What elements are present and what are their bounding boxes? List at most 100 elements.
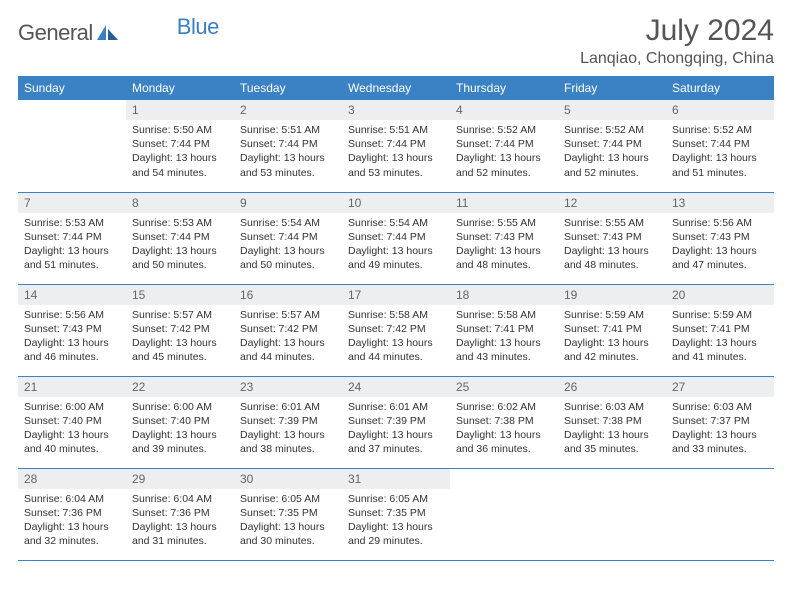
day-number: 31	[342, 469, 450, 489]
location-text: Lanqiao, Chongqing, China	[580, 50, 774, 68]
day-details: Sunrise: 5:59 AMSunset: 7:41 PMDaylight:…	[666, 305, 774, 369]
title-block: July 2024 Lanqiao, Chongqing, China	[580, 14, 774, 68]
sunset-line: Sunset: 7:44 PM	[672, 137, 768, 151]
calendar-cell: 31 Sunrise: 6:05 AMSunset: 7:35 PMDayligh…	[342, 468, 450, 560]
daylight-line: Daylight: 13 hours and 30 minutes.	[240, 520, 336, 548]
day-number: 13	[666, 193, 774, 213]
sails-icon	[97, 23, 119, 44]
daylight-line: Daylight: 13 hours and 43 minutes.	[456, 336, 552, 364]
day-number: 27	[666, 377, 774, 397]
calendar-cell: 25Sunrise: 6:02 AMSunset: 7:38 PMDayligh…	[450, 376, 558, 468]
day-details: Sunrise: 5:59 AMSunset: 7:41 PMDaylight:…	[558, 305, 666, 369]
day-number: 24	[342, 377, 450, 397]
day-details: Sunrise: 6:04 AMSunset: 7:36 PMDaylight:…	[126, 489, 234, 553]
sunset-line: Sunset: 7:44 PM	[240, 230, 336, 244]
day-number: 7	[18, 193, 126, 213]
day-number: 2	[234, 100, 342, 120]
sunrise-line: Sunrise: 6:05 AM	[348, 492, 444, 506]
daylight-line: Daylight: 13 hours and 46 minutes.	[24, 336, 120, 364]
calendar-body: 1Sunrise: 5:50 AMSunset: 7:44 PMDaylight…	[18, 100, 774, 560]
daylight-line: Daylight: 13 hours and 29 minutes.	[348, 520, 444, 548]
sunrise-line: Sunrise: 6:02 AM	[456, 400, 552, 414]
weekday-header: Tuesday	[234, 76, 342, 100]
daylight-line: Daylight: 13 hours and 37 minutes.	[348, 428, 444, 456]
day-number: 14	[18, 285, 126, 305]
sunset-line: Sunset: 7:35 PM	[348, 506, 444, 520]
sunset-line: Sunset: 7:41 PM	[456, 322, 552, 336]
day-details: Sunrise: 5:58 AMSunset: 7:41 PMDaylight:…	[450, 305, 558, 369]
brand-text-general: General	[18, 20, 93, 46]
weekday-header: Wednesday	[342, 76, 450, 100]
sunset-line: Sunset: 7:35 PM	[240, 506, 336, 520]
daylight-line: Daylight: 13 hours and 42 minutes.	[564, 336, 660, 364]
day-number: 12	[558, 193, 666, 213]
calendar-cell: 21Sunrise: 6:00 AMSunset: 7:40 PMDayligh…	[18, 376, 126, 468]
sunset-line: Sunset: 7:44 PM	[24, 230, 120, 244]
sunrise-line: Sunrise: 6:05 AM	[240, 492, 336, 506]
calendar-cell: 11Sunrise: 5:55 AMSunset: 7:43 PMDayligh…	[450, 192, 558, 284]
day-details: Sunrise: 5:56 AMSunset: 7:43 PMDaylight:…	[666, 213, 774, 277]
header: General Blue July 2024 Lanqiao, Chongqin…	[18, 14, 774, 68]
day-number: 8	[126, 193, 234, 213]
day-details: Sunrise: 5:56 AMSunset: 7:43 PMDaylight:…	[18, 305, 126, 369]
weekday-header: Saturday	[666, 76, 774, 100]
calendar-cell: 9Sunrise: 5:54 AMSunset: 7:44 PMDaylight…	[234, 192, 342, 284]
sunrise-line: Sunrise: 5:54 AM	[240, 216, 336, 230]
sunrise-line: Sunrise: 6:04 AM	[24, 492, 120, 506]
sunset-line: Sunset: 7:44 PM	[132, 137, 228, 151]
sunrise-line: Sunrise: 5:53 AM	[132, 216, 228, 230]
calendar-cell: 4Sunrise: 5:52 AMSunset: 7:44 PMDaylight…	[450, 100, 558, 192]
calendar-cell: 12Sunrise: 5:55 AMSunset: 7:43 PMDayligh…	[558, 192, 666, 284]
calendar-cell: 2Sunrise: 5:51 AMSunset: 7:44 PMDaylight…	[234, 100, 342, 192]
calendar-cell: 10Sunrise: 5:54 AMSunset: 7:44 PMDayligh…	[342, 192, 450, 284]
sunrise-line: Sunrise: 5:58 AM	[456, 308, 552, 322]
day-details: Sunrise: 5:52 AMSunset: 7:44 PMDaylight:…	[450, 120, 558, 184]
day-details: Sunrise: 5:54 AMSunset: 7:44 PMDaylight:…	[342, 213, 450, 277]
sunrise-line: Sunrise: 6:03 AM	[564, 400, 660, 414]
day-details: Sunrise: 6:01 AMSunset: 7:39 PMDaylight:…	[342, 397, 450, 461]
sunrise-line: Sunrise: 5:59 AM	[672, 308, 768, 322]
day-number: 29	[126, 469, 234, 489]
day-details: Sunrise: 5:50 AMSunset: 7:44 PMDaylight:…	[126, 120, 234, 184]
calendar-cell: 27Sunrise: 6:03 AMSunset: 7:37 PMDayligh…	[666, 376, 774, 468]
daylight-line: Daylight: 13 hours and 38 minutes.	[240, 428, 336, 456]
calendar-cell: 16Sunrise: 5:57 AMSunset: 7:42 PMDayligh…	[234, 284, 342, 376]
day-details: Sunrise: 6:00 AMSunset: 7:40 PMDaylight:…	[18, 397, 126, 461]
day-details: Sunrise: 6:03 AMSunset: 7:38 PMDaylight:…	[558, 397, 666, 461]
sunset-line: Sunset: 7:36 PM	[132, 506, 228, 520]
day-details: Sunrise: 5:53 AMSunset: 7:44 PMDaylight:…	[126, 213, 234, 277]
calendar-week-row: 21Sunrise: 6:00 AMSunset: 7:40 PMDayligh…	[18, 376, 774, 468]
sunset-line: Sunset: 7:44 PM	[348, 230, 444, 244]
day-details: Sunrise: 5:54 AMSunset: 7:44 PMDaylight:…	[234, 213, 342, 277]
daylight-line: Daylight: 13 hours and 53 minutes.	[240, 151, 336, 179]
day-details: Sunrise: 6:00 AMSunset: 7:40 PMDaylight:…	[126, 397, 234, 461]
calendar-table: SundayMondayTuesdayWednesdayThursdayFrid…	[18, 76, 774, 561]
sunset-line: Sunset: 7:39 PM	[348, 414, 444, 428]
day-details: Sunrise: 5:51 AMSunset: 7:44 PMDaylight:…	[342, 120, 450, 184]
sunrise-line: Sunrise: 5:52 AM	[672, 123, 768, 137]
sunrise-line: Sunrise: 5:58 AM	[348, 308, 444, 322]
calendar-cell: 28Sunrise: 6:04 AMSunset: 7:36 PMDayligh…	[18, 468, 126, 560]
daylight-line: Daylight: 13 hours and 51 minutes.	[672, 151, 768, 179]
sunset-line: Sunset: 7:39 PM	[240, 414, 336, 428]
sunset-line: Sunset: 7:44 PM	[348, 137, 444, 151]
day-number: 10	[342, 193, 450, 213]
day-number: 1	[126, 100, 234, 120]
calendar-week-row: 7Sunrise: 5:53 AMSunset: 7:44 PMDaylight…	[18, 192, 774, 284]
sunrise-line: Sunrise: 6:03 AM	[672, 400, 768, 414]
daylight-line: Daylight: 13 hours and 40 minutes.	[24, 428, 120, 456]
sunset-line: Sunset: 7:44 PM	[240, 137, 336, 151]
daylight-line: Daylight: 13 hours and 50 minutes.	[132, 244, 228, 272]
brand-logo: General Blue	[18, 14, 219, 46]
sunrise-line: Sunrise: 5:57 AM	[240, 308, 336, 322]
day-number: 3	[342, 100, 450, 120]
calendar-cell: 19Sunrise: 5:59 AMSunset: 7:41 PMDayligh…	[558, 284, 666, 376]
daylight-line: Daylight: 13 hours and 39 minutes.	[132, 428, 228, 456]
sunset-line: Sunset: 7:38 PM	[456, 414, 552, 428]
daylight-line: Daylight: 13 hours and 54 minutes.	[132, 151, 228, 179]
day-details: Sunrise: 6:03 AMSunset: 7:37 PMDaylight:…	[666, 397, 774, 461]
calendar-cell: 7Sunrise: 5:53 AMSunset: 7:44 PMDaylight…	[18, 192, 126, 284]
sunset-line: Sunset: 7:43 PM	[672, 230, 768, 244]
day-number: 20	[666, 285, 774, 305]
day-number: 9	[234, 193, 342, 213]
